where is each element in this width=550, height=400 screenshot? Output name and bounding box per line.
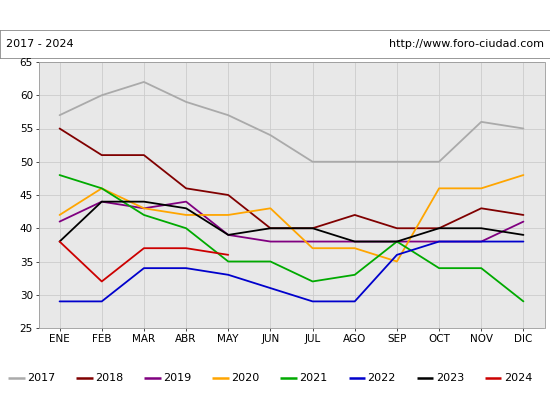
Text: 2020: 2020: [232, 373, 260, 383]
Text: 2021: 2021: [300, 373, 328, 383]
Text: 2017: 2017: [28, 373, 56, 383]
Text: 2023: 2023: [436, 373, 464, 383]
Text: 2018: 2018: [95, 373, 124, 383]
Text: http://www.foro-ciudad.com: http://www.foro-ciudad.com: [389, 39, 544, 49]
Text: Evolucion del paro registrado en Punxín: Evolucion del paro registrado en Punxín: [123, 7, 427, 23]
Text: 2022: 2022: [367, 373, 396, 383]
Text: 2024: 2024: [504, 373, 532, 383]
Text: 2017 - 2024: 2017 - 2024: [6, 39, 73, 49]
Text: 2019: 2019: [163, 373, 191, 383]
